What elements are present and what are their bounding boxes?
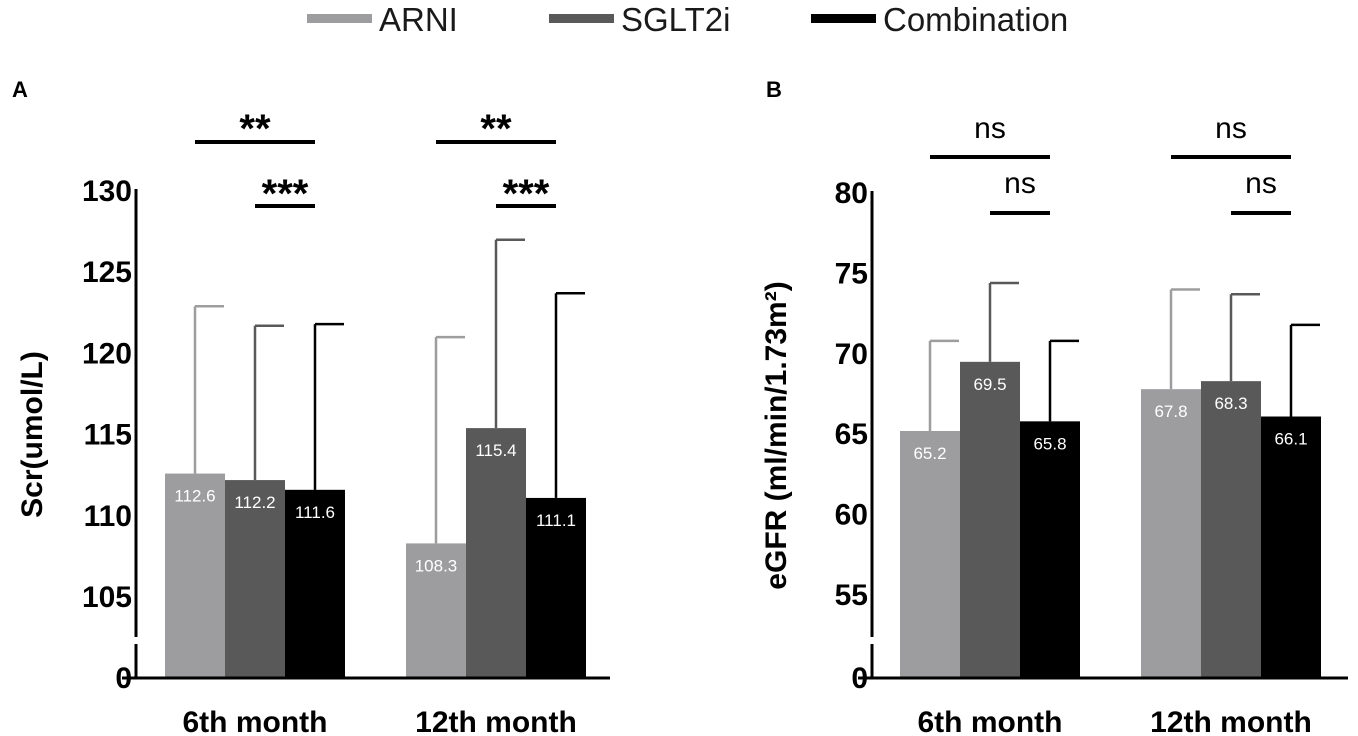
y-tick-b-55: 55 [835,579,868,612]
bar-a-arni-0 [165,473,225,678]
significance-label-a-1: *** [262,172,309,216]
y-tick-b-0: 0 [851,662,868,695]
data-label-a-combination-0: 111.6 [295,503,335,522]
bar-b-arni-0 [900,430,960,678]
data-label-a-sglt2i-0: 112.2 [234,493,275,512]
bar-a-sglt2i-0 [225,480,285,678]
data-label-b-arni-1: 67.8 [1154,402,1187,421]
bar-b-arni-1 [1141,389,1201,678]
bar-b-sglt2i-0 [960,361,1020,678]
data-label-b-sglt2i-0: 69.5 [973,375,1006,394]
x-category-b-1: 12th month [1150,706,1312,736]
panel-letter-b: B [766,77,782,102]
legend-swatch-sglt2i [549,14,614,23]
y-tick-a-115: 115 [84,419,132,452]
data-label-a-arni-1: 108.3 [415,556,458,575]
panel-a: A 112.6 108.3 112.2 115.4 111.6 111.1 0 105 110 11… [12,77,610,736]
data-label-b-arni-0: 65.2 [913,444,946,463]
data-label-b-sglt2i-1: 68.3 [1214,394,1247,413]
legend-swatch-arni [307,14,372,23]
data-label-a-sglt2i-1: 115.4 [475,441,516,460]
significance-label-a-3: *** [503,172,550,216]
legend-label-arni: ARNI [379,1,458,38]
y-tick-a-110: 110 [84,500,132,533]
bar-a-arni-1 [406,543,466,678]
data-label-a-combination-1: 111.1 [536,511,576,530]
y-tick-b-75: 75 [835,257,868,290]
legend-label-combination: Combination [883,1,1068,38]
significance-label-b-0: ns [974,112,1006,145]
y-tick-a-120: 120 [82,337,132,370]
y-tick-a-0: 0 [115,662,132,695]
data-label-b-combination-0: 65.8 [1033,434,1066,453]
legend-swatch-combination [811,14,876,23]
data-label-b-combination-1: 66.1 [1274,430,1307,449]
y-tick-b-60: 60 [835,499,868,532]
data-label-a-arni-0: 112.6 [174,487,215,506]
bar-a-sglt2i-1 [466,428,526,678]
y-tick-a-125: 125 [82,256,132,289]
y-tick-b-70: 70 [835,338,868,371]
y-axis-title-a: Scr(umol/L) [16,351,49,518]
x-category-b-0: 6th month [918,706,1063,736]
legend-label-sglt2i: SGLT2i [621,1,730,38]
x-category-a-1: 12th month [415,706,577,736]
y-axis-title-b: eGFR (ml/min/1.73m²) [760,281,793,589]
panel-letter-a: A [12,77,28,102]
significance-label-b-1: ns [1004,167,1036,200]
bar-a-combination-0 [285,489,345,678]
y-tick-a-130: 130 [82,175,132,208]
legend: ARNI SGLT2i Combination [307,1,1068,38]
significance-label-a-2: ** [480,107,512,151]
bar-a-combination-1 [526,497,586,678]
bar-b-sglt2i-1 [1201,381,1261,678]
bar-b-combination-1 [1261,416,1321,678]
panel-b: B 65.2 67.8 69.5 68.3 65.8 66.1 0 55 60 65 70 75 80 eG… [760,77,1348,736]
bar-b-combination-0 [1020,421,1080,678]
y-tick-a-105: 105 [82,581,132,614]
y-tick-b-80: 80 [835,177,868,210]
y-tick-b-65: 65 [835,418,868,451]
x-category-a-0: 6th month [183,706,328,736]
significance-label-a-0: ** [239,107,271,151]
significance-label-b-3: ns [1245,167,1277,200]
significance-label-b-2: ns [1215,112,1247,145]
